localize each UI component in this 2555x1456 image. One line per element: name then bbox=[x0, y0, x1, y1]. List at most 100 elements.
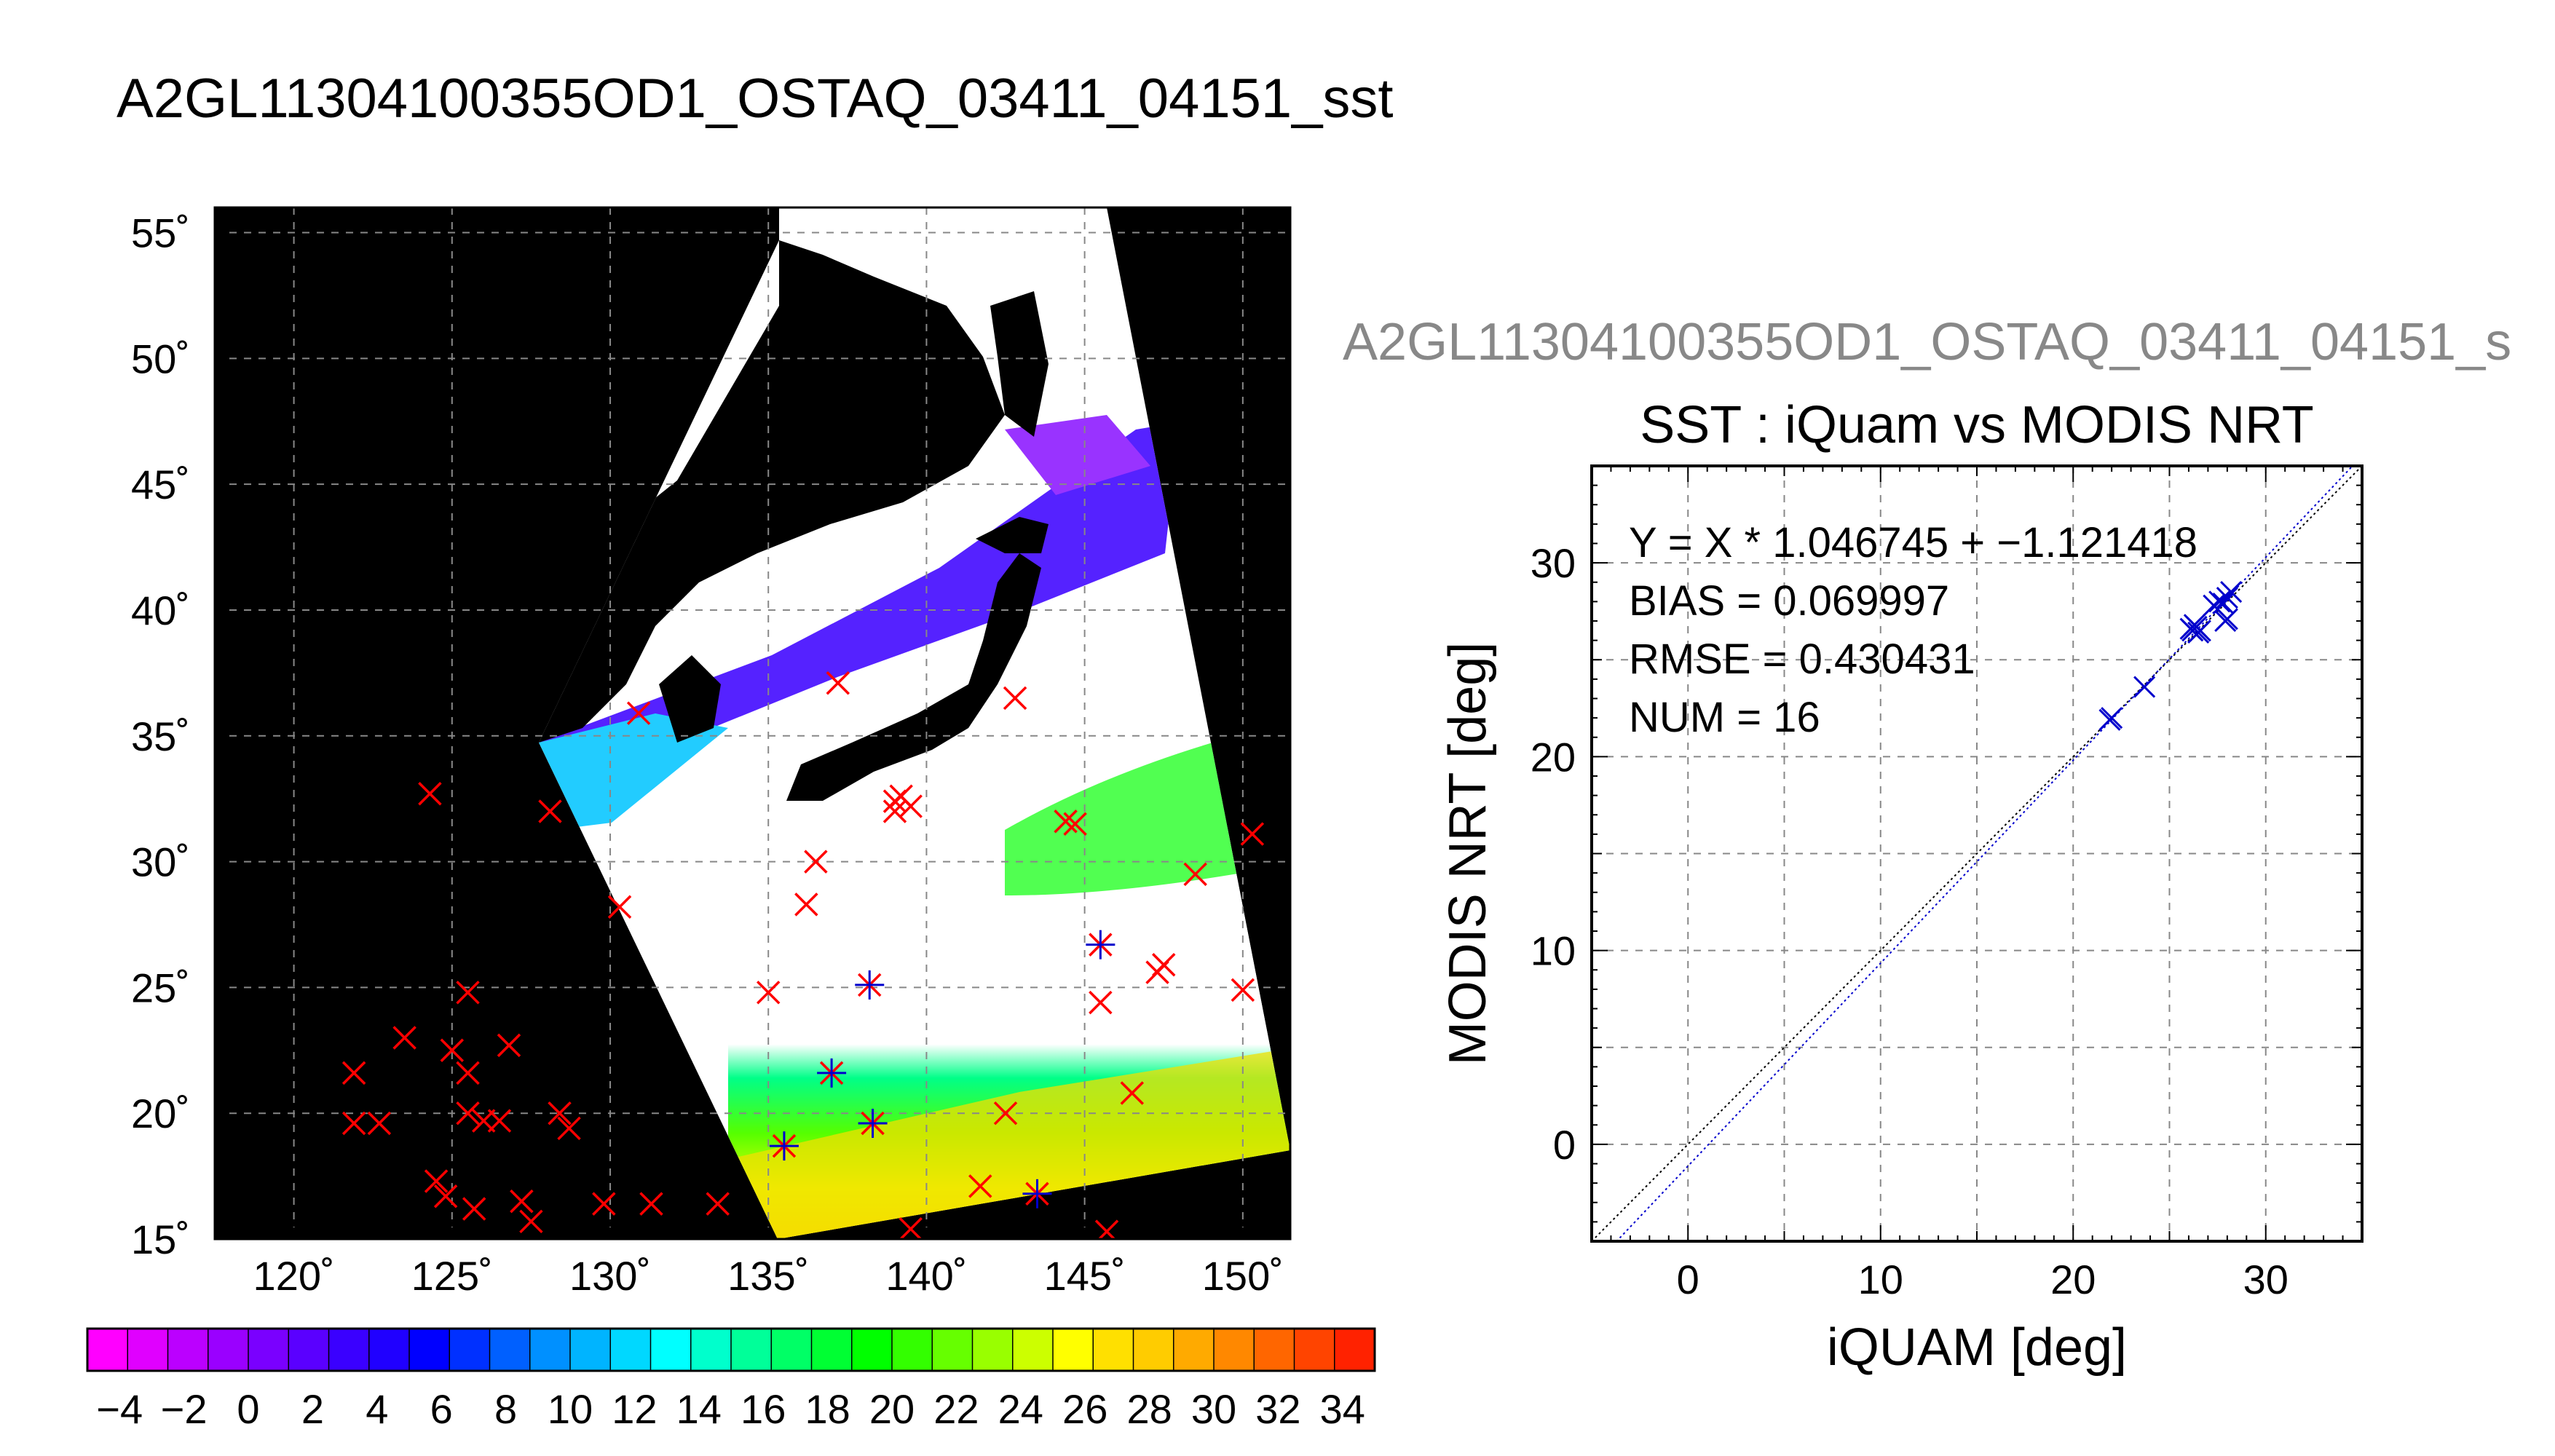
scatter-plot: A2GL11304100355OD1_OSTAQ_03411_04151_s SS… bbox=[1343, 313, 2511, 1377]
scatter-y-axis-label: MODIS NRT [deg] bbox=[1439, 642, 1497, 1066]
map-match-marker bbox=[626, 701, 651, 725]
colorbar-tick-label: 32 bbox=[1255, 1386, 1300, 1432]
scatter-x-tick-label: 10 bbox=[1858, 1257, 1903, 1302]
map-match-marker bbox=[826, 670, 850, 695]
colorbar-tick-label: 0 bbox=[237, 1386, 259, 1432]
colorbar-cell bbox=[1173, 1329, 1215, 1371]
map-lat-tick-label: 55˚ bbox=[131, 210, 190, 256]
colorbar-cell bbox=[1012, 1329, 1054, 1371]
scatter-stat-line: RMSE = 0.430431 bbox=[1629, 636, 1975, 683]
map-match-marker bbox=[993, 1101, 1018, 1125]
colorbar-cell bbox=[127, 1329, 169, 1371]
colorbar-tick-label: 26 bbox=[1062, 1386, 1107, 1432]
map-lat-tick-label: 20˚ bbox=[131, 1091, 190, 1136]
map-match-marker bbox=[341, 1061, 366, 1085]
scatter-point bbox=[2133, 676, 2156, 698]
colorbar-tick-label: 22 bbox=[933, 1386, 979, 1432]
colorbar-cell bbox=[248, 1329, 289, 1371]
colorbar-tick-label: 18 bbox=[805, 1386, 850, 1432]
scatter-super-title: A2GL11304100355OD1_OSTAQ_03411_04151_s bbox=[1343, 313, 2511, 371]
japan-honshu bbox=[786, 553, 1041, 801]
map-match-marker bbox=[440, 1038, 465, 1063]
sst-yellow-sea bbox=[539, 713, 728, 830]
map-qc-marker bbox=[1022, 1179, 1052, 1208]
map-lon-tick-label: 145˚ bbox=[1044, 1253, 1126, 1299]
map-match-marker bbox=[456, 981, 480, 1005]
colorbar-tick-label: 14 bbox=[676, 1386, 722, 1432]
sst-map-plot: 120˚ 125˚ 130˚ 135˚ 140˚ 145˚ 150˚ 15˚ 20˚ 25˚ 30˚… bbox=[131, 206, 1292, 1299]
map-match-marker bbox=[519, 1209, 543, 1234]
scatter-point bbox=[2189, 620, 2211, 642]
scatter-point bbox=[2212, 592, 2235, 615]
map-match-marker bbox=[639, 1192, 663, 1216]
map-lat-tick-label: 30˚ bbox=[131, 839, 190, 885]
colorbar-cell bbox=[731, 1329, 772, 1371]
map-qc-marker bbox=[817, 1058, 847, 1088]
colorbar-cell bbox=[811, 1329, 853, 1371]
colorbar-cell bbox=[87, 1329, 128, 1371]
colorbar-cell bbox=[1294, 1329, 1335, 1371]
colorbar-cell bbox=[529, 1329, 571, 1371]
colorbar-cell bbox=[892, 1329, 933, 1371]
sakhalin bbox=[990, 291, 1049, 437]
colorbar-tick-label: 12 bbox=[612, 1386, 657, 1432]
colorbar-cells bbox=[87, 1329, 1375, 1371]
colorbar-cell bbox=[288, 1329, 330, 1371]
map-match-marker bbox=[592, 1192, 616, 1216]
scatter-x-tick-label: 0 bbox=[1677, 1257, 1699, 1302]
map-match-marker bbox=[367, 1111, 392, 1136]
map-match-marker bbox=[433, 1184, 458, 1208]
colorbar-cell bbox=[208, 1329, 249, 1371]
map-match-marker bbox=[462, 1197, 486, 1221]
map-lon-tick-label: 135˚ bbox=[727, 1253, 809, 1299]
scatter-point bbox=[2216, 608, 2238, 630]
map-match-marker bbox=[456, 1061, 480, 1085]
colorbar-tick-label: 6 bbox=[430, 1386, 453, 1432]
map-lat-tick-label: 25˚ bbox=[131, 965, 190, 1010]
colorbar-tick-label: 2 bbox=[301, 1386, 324, 1432]
colorbar-tick-label: 8 bbox=[494, 1386, 517, 1432]
colorbar-cell bbox=[771, 1329, 813, 1371]
map-match-marker bbox=[882, 799, 907, 823]
map-match-marker bbox=[1151, 953, 1176, 977]
scatter-points bbox=[2098, 581, 2243, 731]
map-match-marker bbox=[899, 794, 923, 818]
map-lon-tick-label: 125˚ bbox=[411, 1253, 493, 1299]
colorbar-cell bbox=[449, 1329, 491, 1371]
map-qc-marker bbox=[769, 1131, 799, 1161]
colorbar-tick-label: 28 bbox=[1126, 1386, 1172, 1432]
scatter-stat-line: BIAS = 0.069997 bbox=[1629, 577, 1949, 625]
colorbar-tick-label: 30 bbox=[1191, 1386, 1236, 1432]
colorbar-cell bbox=[167, 1329, 209, 1371]
colorbar-tick-label: 20 bbox=[869, 1386, 915, 1432]
map-match-points bbox=[341, 670, 1265, 1239]
scatter-stats: Y = X * 1.046745 + −1.121418 BIAS = 0.069… bbox=[1629, 519, 2197, 741]
map-lon-tick-label: 120˚ bbox=[253, 1253, 335, 1299]
map-lon-tick-label: 130˚ bbox=[569, 1253, 651, 1299]
colorbar-cell bbox=[1093, 1329, 1134, 1371]
scatter-point bbox=[2208, 590, 2231, 613]
colorbar-tick-label: −2 bbox=[161, 1386, 208, 1432]
map-match-marker bbox=[1240, 822, 1265, 846]
colorbar-cell bbox=[1254, 1329, 1295, 1371]
sst-okhotsk bbox=[1005, 415, 1150, 495]
map-match-marker bbox=[538, 799, 562, 823]
map-match-marker bbox=[392, 1026, 416, 1050]
scatter-x-tick-label: 20 bbox=[2050, 1257, 2096, 1302]
scatter-point bbox=[2220, 581, 2243, 604]
map-match-marker bbox=[1089, 990, 1113, 1015]
one-to-one-line bbox=[1592, 466, 2362, 1241]
map-qc-marker bbox=[855, 970, 885, 1000]
colorbar-cell bbox=[1133, 1329, 1174, 1371]
colorbar-cell bbox=[932, 1329, 974, 1371]
map-match-marker bbox=[548, 1101, 572, 1125]
map-match-marker bbox=[424, 1169, 449, 1193]
scatter-x-axis-label: iQUAM [deg] bbox=[1827, 1318, 2127, 1377]
colorbar-tick-label: −4 bbox=[96, 1386, 143, 1432]
scatter-x-tick-labels: 0 10 20 30 bbox=[1677, 1257, 2289, 1302]
scatter-point bbox=[2101, 707, 2123, 729]
sst-colorbar: −4 −2 0 2 4 6 8 10 12 14 16 18 20 22 24 26 28 30 32 34 bbox=[86, 1327, 1376, 1432]
colorbar-separators bbox=[127, 1329, 1335, 1371]
scatter-plot-area bbox=[1592, 466, 2362, 1241]
map-match-marker bbox=[341, 1111, 366, 1136]
